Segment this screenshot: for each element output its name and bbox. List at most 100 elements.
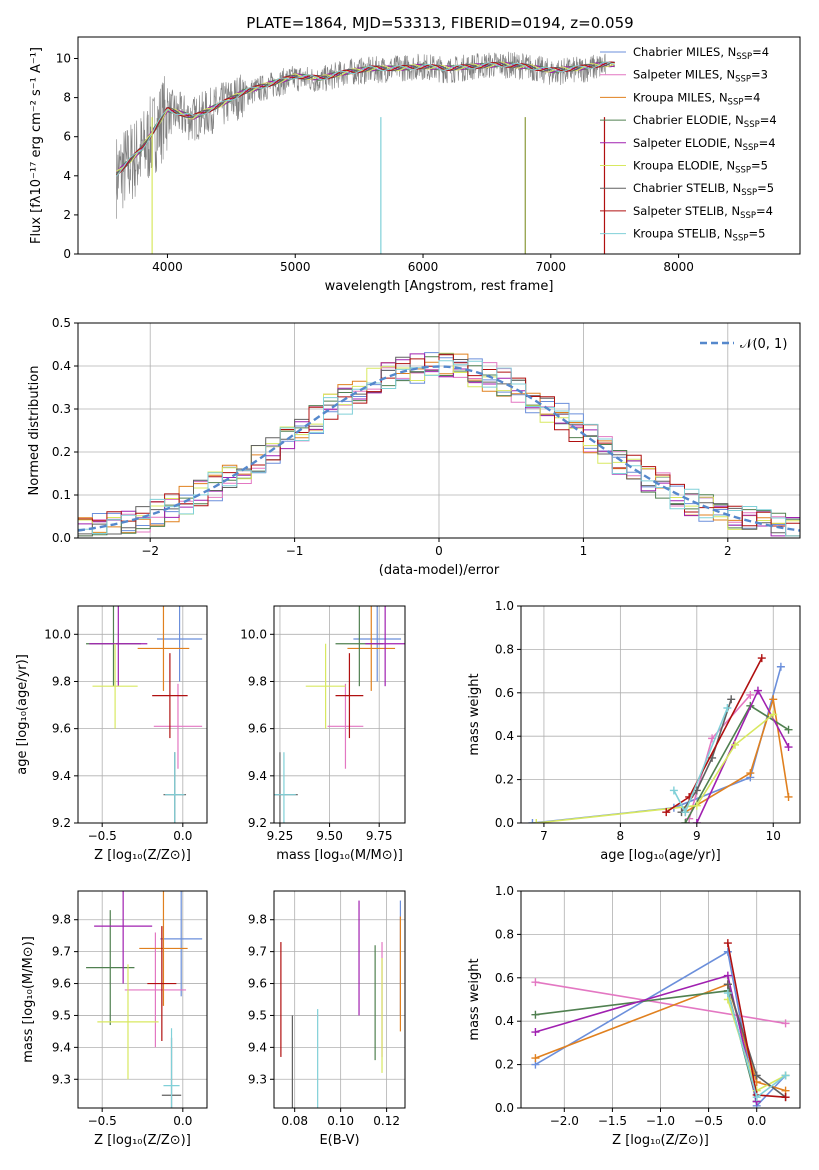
x-tick-label: 1 (580, 544, 588, 558)
y-tick-label: 0.3 (52, 402, 71, 416)
x-tick-label: 9.50 (316, 829, 343, 843)
y-axis-label: age [log₁₀(age/yr)] (15, 654, 30, 775)
y-axis-label: mass weight (467, 673, 482, 755)
x-axis-label: Z [log₁₀(Z/Z⊙)] (612, 1133, 709, 1148)
y-tick-label: 10.0 (44, 627, 71, 641)
y-tick-label: 0.4 (495, 729, 514, 743)
plot-area (86, 606, 203, 823)
data-point-marker (784, 792, 793, 801)
y-tick-label: 9.6 (52, 977, 71, 991)
y-tick-label: 1.0 (495, 599, 514, 613)
y-tick-label: 10 (56, 52, 71, 66)
data-point-marker (746, 690, 755, 699)
data-point-marker (784, 725, 793, 734)
x-tick-label: −1.5 (598, 1114, 627, 1128)
data-point-marker (731, 740, 740, 749)
gaussian-curve-line (78, 365, 800, 532)
x-axis-label: (data-model)/error (379, 563, 500, 578)
y-tick-label: 0.0 (495, 816, 514, 830)
y-axis-label: mass [log₁₀(M/M⊙)] (21, 936, 36, 1063)
y-tick-label: 9.3 (52, 1072, 71, 1086)
data-point-marker (662, 808, 671, 817)
model-spectrum-line-8 (115, 61, 615, 177)
y-tick-label: 9.4 (248, 1040, 267, 1054)
x-tick-label: 9 (693, 829, 701, 843)
model-spectrum-line-7 (116, 61, 615, 176)
data-point-marker (723, 988, 732, 997)
y-tick-label: 9.6 (52, 722, 71, 736)
data-point-marker (531, 978, 540, 987)
y-tick-label: 0.4 (52, 359, 71, 373)
y-tick-label: 9.3 (248, 1072, 267, 1086)
legend-entry: 𝒩(0, 1) (740, 337, 787, 352)
y-tick-label: 0.4 (495, 1014, 514, 1028)
y-tick-label: 9.4 (52, 1040, 71, 1054)
data-point-marker (781, 1071, 790, 1080)
y-tick-label: 0.0 (495, 1101, 514, 1115)
data-point-marker (528, 819, 537, 823)
x-axis-label: Z [log₁₀(Z/Z⊙)] (94, 848, 191, 863)
plot-area (86, 891, 203, 1108)
mass-weight-line-2 (684, 699, 790, 813)
data-point-marker (531, 1054, 540, 1063)
x-tick-label: 7000 (536, 260, 567, 274)
x-tick-label: 7 (540, 829, 548, 843)
data-point-marker (532, 819, 541, 823)
y-tick-label: 9.4 (52, 769, 71, 783)
data-point-marker (692, 801, 701, 810)
x-tick-label: 5000 (280, 260, 311, 274)
y-tick-label: 0.2 (495, 773, 514, 787)
y-tick-label: 8 (63, 91, 71, 105)
mass-weight-line-1 (535, 981, 786, 1025)
data-point-marker (746, 769, 755, 778)
x-tick-label: 0.0 (747, 1114, 766, 1128)
data-point-marker (723, 971, 732, 980)
x-tick-label: 6000 (408, 260, 439, 274)
y-tick-label: 9.5 (248, 1008, 267, 1022)
x-tick-label: −0.5 (88, 1114, 117, 1128)
x-axis-label: Z [log₁₀(Z/Z⊙)] (94, 1133, 191, 1148)
plot-area (78, 352, 800, 537)
y-tick-label: 10.0 (240, 627, 267, 641)
axes-frame (520, 890, 801, 1109)
y-tick-label: 9.2 (248, 816, 267, 830)
y-tick-label: 0.5 (52, 316, 71, 330)
x-tick-label: 0.08 (281, 1114, 308, 1128)
x-tick-label: −0.5 (88, 829, 117, 843)
data-point-marker (681, 808, 690, 817)
y-tick-label: 0.6 (495, 686, 514, 700)
axes-frame (77, 890, 208, 1109)
x-tick-label: 2 (724, 544, 732, 558)
axes-spectrum: 4000 5000 6000 7000 8000 0 2 4 6 8 10 wavelength [A… (29, 36, 801, 294)
y-tick-label: 9.6 (248, 722, 267, 736)
y-tick-label: 0.0 (52, 531, 71, 545)
legend-entry: Salpeter ELODIE, NSSP=4 (633, 136, 776, 153)
axes-age-vs-mass: 9.25 9.50 9.75 9.2 9.4 9.6 9.8 10.0 mass [log₁₀(… (240, 605, 406, 863)
y-tick-label: 9.5 (52, 1008, 71, 1022)
y-axis-label: Flux [fλ10⁻¹⁷ erg cm⁻² s⁻¹ A⁻¹] (29, 47, 44, 244)
y-tick-label: 0.1 (52, 488, 71, 502)
data-point-marker (692, 819, 701, 823)
legend-entry: Salpeter STELIB, NSSP=4 (633, 204, 773, 221)
y-tick-label: 6 (63, 130, 71, 144)
y-tick-label: 9.2 (52, 816, 71, 830)
y-tick-label: 0.8 (495, 642, 514, 656)
data-point-marker (753, 686, 762, 695)
y-tick-label: 0.2 (495, 1058, 514, 1072)
x-axis-label: E(B-V) (319, 1133, 359, 1148)
y-tick-label: 0.8 (495, 927, 514, 941)
model-spectrum-line-6 (116, 61, 615, 174)
y-tick-label: 0 (63, 247, 71, 261)
legend-entry: Salpeter MILES, NSSP=3 (633, 68, 768, 85)
y-tick-label: 9.7 (52, 945, 71, 959)
x-tick-label: −1.0 (646, 1114, 675, 1128)
data-point-marker (784, 743, 793, 752)
legend-entry: Kroupa ELODIE, NSSP=5 (633, 159, 768, 176)
axes-residuals: −2 −1 0 1 2 0.0 0.1 0.2 0.3 0.4 0.5 (data-model)/er… (27, 316, 801, 578)
axes-frame (520, 605, 801, 824)
y-tick-label: 1.0 (495, 884, 514, 898)
data-point-marker (723, 703, 732, 712)
legend-entry: Kroupa STELIB, NSSP=5 (633, 227, 765, 244)
plot-area (115, 51, 615, 254)
data-point-marker (769, 710, 778, 719)
